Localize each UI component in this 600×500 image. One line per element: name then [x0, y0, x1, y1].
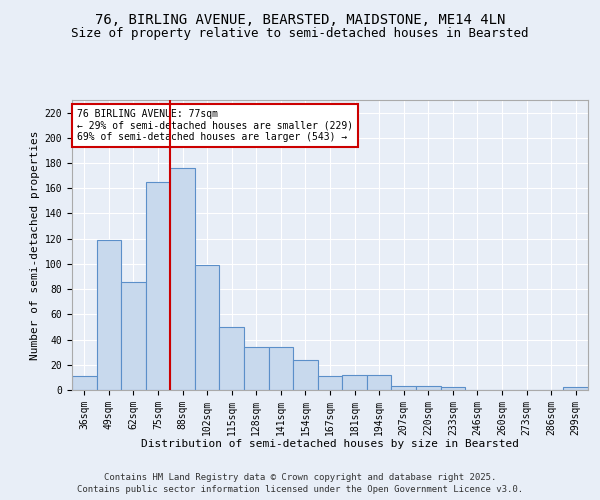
Text: Contains public sector information licensed under the Open Government Licence v3: Contains public sector information licen…	[77, 485, 523, 494]
Bar	[391, 386, 416, 390]
Bar	[440, 388, 465, 390]
Bar	[318, 376, 342, 390]
Bar	[97, 240, 121, 390]
Bar	[269, 347, 293, 390]
Bar	[342, 375, 367, 390]
Bar	[72, 376, 97, 390]
Text: Contains HM Land Registry data © Crown copyright and database right 2025.: Contains HM Land Registry data © Crown c…	[104, 472, 496, 482]
Bar	[416, 386, 440, 390]
Bar	[121, 282, 146, 390]
Bar	[563, 388, 588, 390]
Bar	[244, 347, 269, 390]
Bar	[367, 375, 391, 390]
Bar	[146, 182, 170, 390]
Bar	[170, 168, 195, 390]
X-axis label: Distribution of semi-detached houses by size in Bearsted: Distribution of semi-detached houses by …	[141, 439, 519, 449]
Y-axis label: Number of semi-detached properties: Number of semi-detached properties	[31, 130, 40, 360]
Bar	[293, 360, 318, 390]
Bar	[220, 327, 244, 390]
Text: 76 BIRLING AVENUE: 77sqm
← 29% of semi-detached houses are smaller (229)
69% of : 76 BIRLING AVENUE: 77sqm ← 29% of semi-d…	[77, 108, 353, 142]
Text: 76, BIRLING AVENUE, BEARSTED, MAIDSTONE, ME14 4LN: 76, BIRLING AVENUE, BEARSTED, MAIDSTONE,…	[95, 12, 505, 26]
Text: Size of property relative to semi-detached houses in Bearsted: Size of property relative to semi-detach…	[71, 28, 529, 40]
Bar	[195, 265, 220, 390]
